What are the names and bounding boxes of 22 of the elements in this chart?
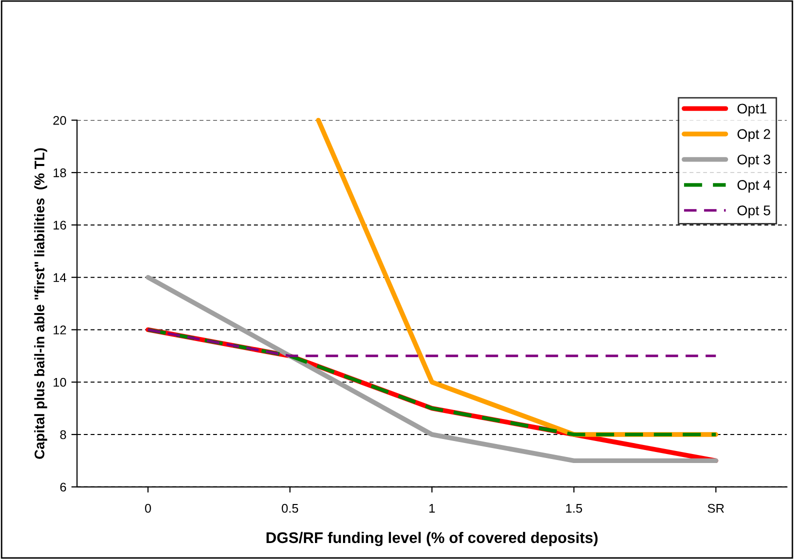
x-tick-label: SR [708, 504, 724, 513]
line-series [146, 328, 718, 436]
legend-label: Opt 2 [737, 129, 770, 142]
y-tick-label: 16 [54, 220, 66, 230]
x-tick-label: 0.5 [282, 504, 298, 513]
x-axis-title: DGS/RF funding level (% of covered deposits) [266, 532, 598, 546]
x-tick-label: 0 [145, 504, 151, 513]
y-tick-label: 10 [54, 378, 66, 387]
y-tick-label: 14 [54, 273, 66, 282]
x-tick-label: 1.5 [566, 504, 582, 513]
legend-label: Opt 3 [737, 154, 770, 168]
legend-label: Opt1 [737, 104, 766, 116]
y-tick-label: 12 [54, 326, 66, 334]
y-tick-label: 8 [60, 430, 66, 440]
y-tick-label: 20 [53, 116, 66, 125]
legend-label: Opt 5 [737, 206, 770, 218]
y-tick-label: 18 [54, 168, 66, 178]
x-tick-label: 1 [429, 504, 435, 513]
y-axis-title: Capital plus bail-in able "first" liabilities (% TL) [34, 148, 48, 459]
legend-label: Opt 4 [737, 180, 770, 193]
line-series [146, 274, 718, 464]
y-tick-label: 6 [60, 482, 66, 492]
